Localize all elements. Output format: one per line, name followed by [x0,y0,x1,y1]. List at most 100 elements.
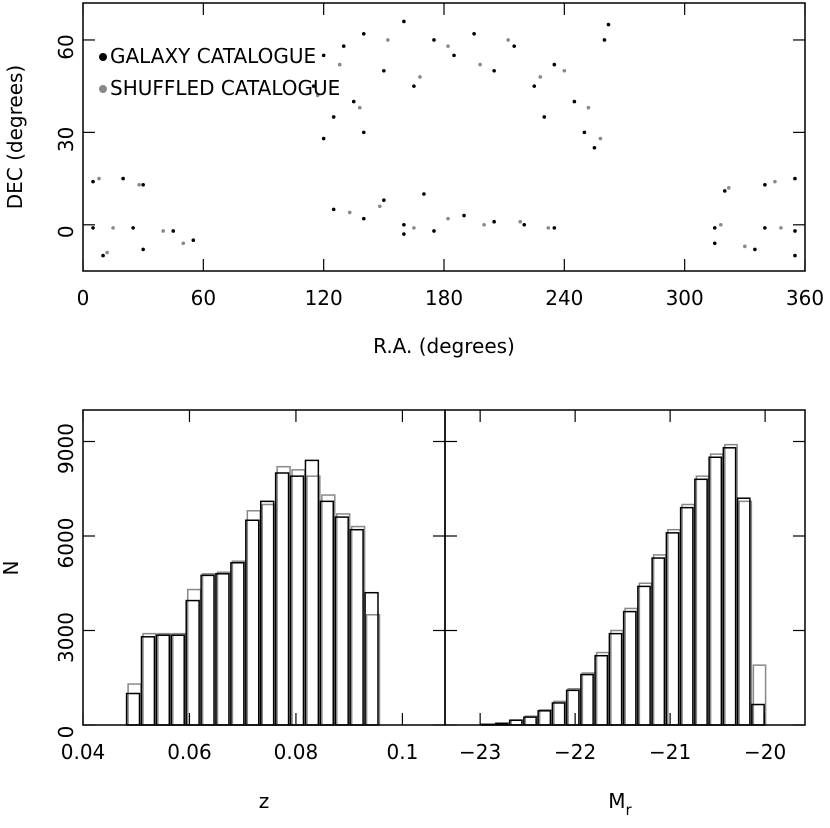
x-tick-label: 0.04 [61,740,106,764]
data-point [311,84,316,88]
data-point [418,75,422,79]
data-point [546,226,551,230]
y-tick-label: 60 [54,34,78,59]
data-point [357,105,362,110]
data-point [341,44,346,48]
data-point [337,62,342,67]
data-point [779,226,783,230]
data-point [171,229,176,233]
data-point [347,210,352,215]
data-point [726,186,731,190]
data-point [518,219,523,224]
data-point [552,226,557,230]
x-tick-label: −22 [554,740,596,764]
plot-frame [82,409,446,726]
data-point [321,136,326,141]
data-point [598,136,603,141]
data-point [452,53,456,58]
data-point [432,38,436,42]
data-point [141,247,145,252]
data-point [512,44,516,48]
data-point [763,226,767,230]
data-point [446,44,450,48]
x-tick-label: −23 [459,740,501,764]
x-tick-label: 300 [666,286,704,310]
data-point [763,182,767,187]
data-point [432,229,436,233]
y-axis-label: DEC (degrees) [3,65,27,209]
data-point [606,22,611,27]
legend-label: GALAXY CATALOGUE [110,44,316,68]
legend-marker [99,53,107,61]
y-tick-label: 0 [54,225,78,238]
data-point [181,241,186,246]
data-point [592,145,597,150]
data-point [522,222,527,227]
data-point [402,19,406,24]
data-point [91,226,95,230]
data-point [552,62,557,67]
data-point [97,176,101,181]
x-tick-label: 120 [305,286,343,310]
data-point [382,198,386,202]
data-point [91,179,95,184]
data-point [382,68,386,73]
data-point [506,38,510,42]
x-tick-label: −20 [744,740,786,764]
data-point [743,244,747,249]
plot-frame [444,409,806,726]
data-point [412,226,416,230]
data-point [793,253,797,258]
data-point [101,253,105,258]
data-point [386,38,390,42]
legend-marker [99,85,107,93]
data-point [532,84,537,88]
y-tick-label: 0 [54,726,78,739]
data-point [351,99,356,104]
data-point [712,226,717,230]
data-point [582,130,587,135]
x-tick-label: 180 [425,286,463,310]
data-point [542,115,547,119]
x-tick-label: 0.08 [274,740,319,764]
data-point [478,62,482,67]
data-point [718,222,723,227]
data-point [422,192,426,196]
data-point [492,219,496,224]
y-tick-label: 9000 [54,423,78,474]
x-axis-label: R.A. (degrees) [373,334,515,358]
data-point [586,105,591,110]
x-tick-label: 240 [545,286,583,310]
data-point [331,207,336,212]
data-point [472,32,476,36]
x-tick-label: 0 [77,286,90,310]
plot-frame [82,2,806,272]
data-point [412,84,416,88]
data-point [191,238,196,242]
data-point [602,38,607,42]
data-point [161,229,166,233]
data-point [105,250,109,255]
legend-label: SHUFFLED CATALOGUE [110,76,340,100]
x-tick-label: 0.06 [167,740,212,764]
y-tick-label: 3000 [54,612,78,663]
data-point [793,176,797,181]
data-point [793,229,797,233]
data-point [141,182,145,187]
data-point [321,53,326,58]
y-axis-label: N [0,561,23,576]
x-axis-label: z [259,789,270,813]
data-point [121,176,125,181]
x-tick-label: −21 [649,740,691,764]
data-point [378,204,382,209]
x-tick-label: 60 [191,286,216,310]
data-point [446,216,450,221]
data-point [137,182,141,187]
data-point [572,99,577,104]
data-point [111,226,115,230]
data-point [538,75,543,79]
data-point [361,216,366,221]
x-tick-label: 0.1 [387,740,419,764]
x-axis-label: Mr [608,789,632,819]
